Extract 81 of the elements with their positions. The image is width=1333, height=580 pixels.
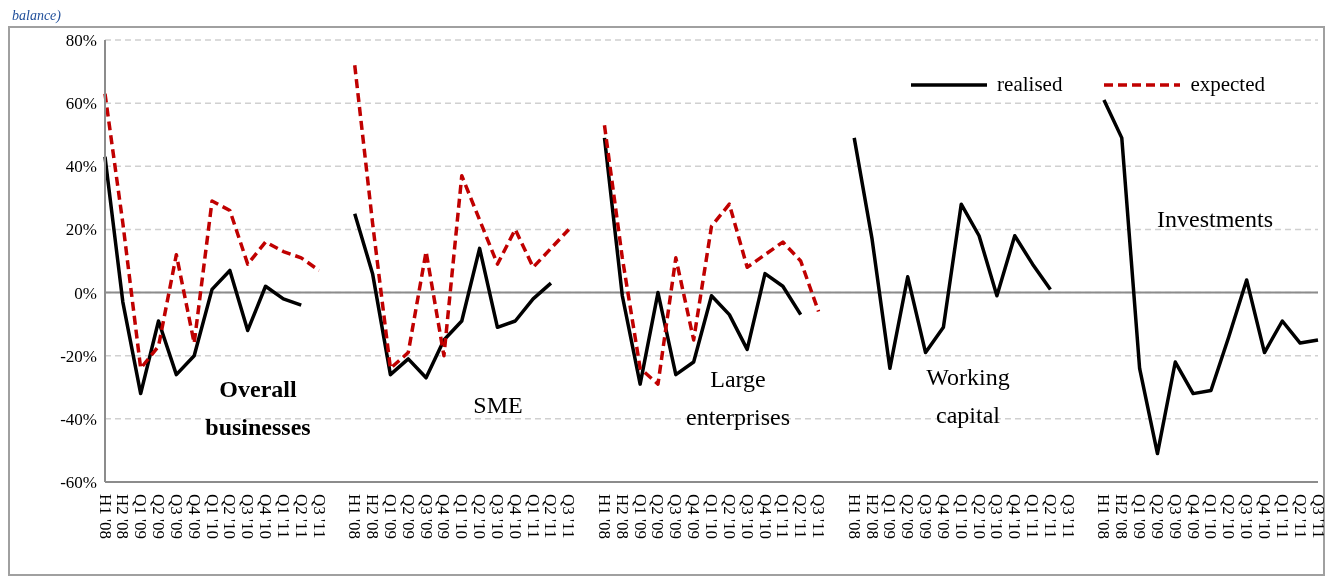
x-tick-label: Q2 '09 — [898, 494, 918, 540]
x-tick-label: Q1 '09 — [1130, 494, 1150, 540]
x-tick-label: Q2 '10 — [969, 494, 989, 540]
x-tick-label: Q1 '11 — [773, 494, 793, 539]
x-tick-label: Q3 '11 — [1058, 494, 1078, 539]
x-tick-label: Q1 '10 — [202, 494, 222, 540]
x-tick-label: Q1 '11 — [523, 494, 543, 539]
x-tick-label: Q4 '09 — [1183, 494, 1203, 540]
x-tick-label: Q3 '10 — [1237, 494, 1257, 540]
x-tick-label: Q1 '09 — [380, 494, 400, 540]
x-tick-label: Q1 '10 — [702, 494, 721, 540]
x-tick-label: H2 '08 — [363, 494, 383, 540]
annotation: Large enterprises — [685, 365, 791, 432]
x-tick-label: Q1 '09 — [630, 494, 650, 540]
x-tick-label: Q2 '11 — [1040, 494, 1060, 539]
x-tick-label: H2 '08 — [862, 494, 882, 540]
y-tick-label: 0% — [74, 283, 97, 303]
y-tick-label: -60% — [60, 473, 97, 493]
x-tick-label: Q1 '11 — [1023, 494, 1043, 539]
legend-label: realised — [997, 72, 1063, 97]
y-tick-label: 60% — [65, 94, 97, 114]
x-tick-label: Q4 '10 — [256, 494, 276, 540]
x-tick-label: Q2 '09 — [1147, 494, 1167, 540]
x-tick-label: Q3 '09 — [666, 494, 686, 540]
x-tick-label: Q2 '11 — [541, 494, 561, 539]
x-tick-label: H2 '08 — [612, 494, 632, 540]
x-tick-label: Q2 '10 — [719, 494, 739, 540]
annotation: Working capital — [925, 363, 1011, 430]
annotation: SME — [472, 391, 524, 420]
x-tick-label: Q4 '09 — [184, 494, 204, 540]
x-tick-label: Q1 '09 — [131, 494, 151, 540]
x-tick-label: Q1 '10 — [1201, 494, 1221, 540]
x-tick-label: Q1 '10 — [951, 494, 971, 540]
x-tick-label: Q3 '10 — [487, 494, 507, 540]
x-tick-label: H1 '08 — [1094, 494, 1114, 540]
x-tick-label: Q3 '09 — [1165, 494, 1185, 540]
y-tick-label: 20% — [65, 220, 97, 240]
x-tick-label: Q2 '11 — [1290, 494, 1310, 539]
x-tick-label: Q2 '09 — [648, 494, 668, 540]
x-tick-label: Q3 '11 — [309, 494, 329, 539]
x-tick-label: Q1 '10 — [452, 494, 472, 540]
y-tick-label: 40% — [65, 157, 97, 177]
x-tick-label: Q3 '09 — [916, 494, 936, 540]
chart-title: balance) — [12, 8, 61, 24]
annotation: Investments — [1156, 205, 1274, 234]
x-tick-label: Q4 '10 — [1005, 494, 1025, 540]
x-tick-label: Q3 '09 — [166, 494, 186, 540]
x-tick-label: Q3 '11 — [559, 494, 579, 539]
x-tick-label: H1 '08 — [95, 494, 115, 540]
x-tick-label: Q2 '10 — [1219, 494, 1239, 540]
x-tick-label: Q3 '10 — [987, 494, 1007, 540]
x-tick-label: Q3 '11 — [1308, 494, 1328, 539]
legend-label: expected — [1190, 72, 1265, 97]
y-tick-label: -20% — [60, 346, 97, 366]
x-tick-label: Q4 '09 — [434, 494, 454, 540]
x-tick-label: Q4 '09 — [933, 494, 953, 540]
x-tick-label: Q4 '10 — [755, 494, 775, 540]
x-tick-label: Q2 '09 — [149, 494, 169, 540]
x-tick-label: Q3 '09 — [416, 494, 436, 540]
x-tick-label: Q4 '10 — [505, 494, 525, 540]
x-tick-label: H2 '08 — [113, 494, 133, 540]
x-tick-label: Q1 '11 — [273, 494, 293, 539]
x-tick-label: Q4 '09 — [684, 494, 704, 540]
x-tick-label: Q2 '10 — [470, 494, 490, 540]
y-tick-label: -40% — [60, 409, 97, 429]
annotation: Overall businesses — [204, 375, 312, 442]
x-tick-label: Q1 '11 — [1272, 494, 1292, 539]
x-tick-label: Q4 '10 — [1254, 494, 1274, 540]
x-tick-label: Q2 '11 — [791, 494, 811, 539]
x-tick-label: H1 '08 — [844, 494, 864, 540]
x-tick-label: H1 '08 — [594, 494, 614, 540]
x-tick-label: H1 '08 — [345, 494, 365, 540]
y-tick-label: 80% — [65, 31, 97, 51]
x-tick-label: Q3 '11 — [809, 494, 829, 539]
x-tick-label: Q1 '09 — [880, 494, 900, 540]
x-tick-label: Q2 '10 — [220, 494, 240, 540]
x-tick-label: H2 '08 — [1112, 494, 1132, 540]
x-tick-label: Q2 '11 — [291, 494, 311, 539]
x-tick-label: Q2 '09 — [398, 494, 418, 540]
x-tick-label: Q3 '10 — [737, 494, 757, 540]
x-tick-label: Q3 '10 — [238, 494, 258, 540]
